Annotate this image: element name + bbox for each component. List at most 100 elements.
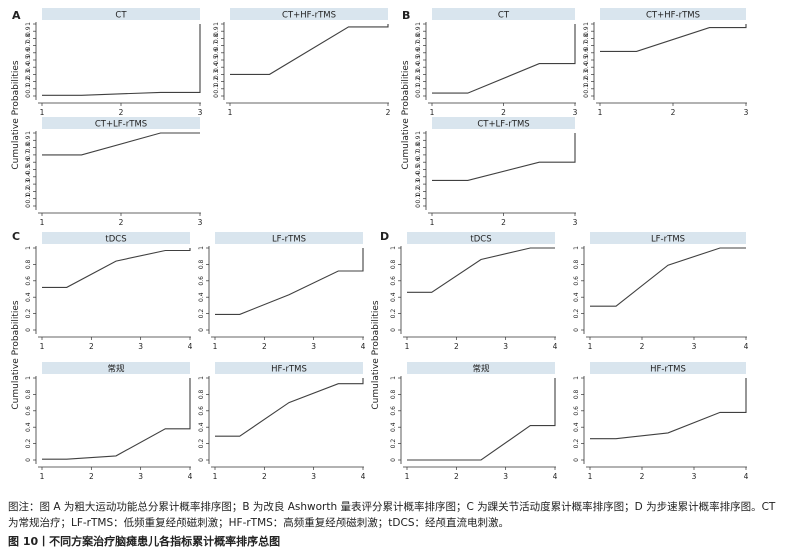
series-line <box>407 378 556 461</box>
x-tick-label: 1 <box>588 472 593 481</box>
y-tick-label: 0.2 <box>583 77 590 87</box>
y-tick-label: 0 <box>198 458 205 462</box>
figure-title: 图 10丨不同方案治疗脑瘫患儿各指标累计概率排序总图 <box>8 535 281 548</box>
chart-title: CT+HF-rTMS <box>646 11 700 21</box>
x-tick-label: 3 <box>503 342 508 351</box>
x-tick-label: 1 <box>430 218 435 227</box>
y-tick-label: 0.2 <box>213 77 220 87</box>
y-tick-label: 0.4 <box>583 62 590 72</box>
x-tick-label: 4 <box>744 472 749 481</box>
y-tick-label: 1 <box>25 131 32 135</box>
x-tick-label: 3 <box>573 218 578 227</box>
chart-title-strip <box>42 232 190 244</box>
y-tick-label: 0.8 <box>390 259 397 269</box>
y-tick-label: 0.8 <box>213 33 220 43</box>
panel-letter: A <box>12 9 21 22</box>
y-tick-label: 0.3 <box>25 69 32 79</box>
chart-d-1: tDCS 0 0.2 0.4 0.6 0.8 1 1 2 3 4 <box>390 232 558 351</box>
chart-title-strip <box>590 362 746 374</box>
y-tick-label: 0.6 <box>390 406 397 416</box>
series-line <box>407 247 555 293</box>
x-tick-label: 2 <box>89 342 94 351</box>
y-tick-label: 0.3 <box>213 69 220 79</box>
y-tick-label: 0.1 <box>415 84 422 94</box>
chart-title-strip <box>42 362 190 374</box>
y-tick-label: 0.4 <box>25 422 32 432</box>
x-tick-label: 1 <box>405 472 410 481</box>
y-tick-label: 0.4 <box>25 172 32 182</box>
y-tick-label: 0.7 <box>583 41 590 51</box>
x-tick-label: 3 <box>692 342 697 351</box>
y-tick-label: 0.3 <box>415 69 422 79</box>
y-tick-label: 0.9 <box>25 26 32 36</box>
y-tick-label: 0 <box>583 94 590 98</box>
series-line <box>42 248 191 288</box>
panel-c: C Cumulative Probabilities tDCS 0 0.2 0.4 0.6 0… <box>11 230 366 481</box>
series-line <box>432 133 576 181</box>
y-tick-label: 0.9 <box>415 135 422 145</box>
y-tick-label: 1 <box>415 131 422 135</box>
x-tick-label: 1 <box>40 472 45 481</box>
chart-d-4: HF-rTMS 0 0.2 0.4 0.6 0.8 1 1 2 3 4 <box>573 362 749 481</box>
x-tick-label: 1 <box>40 342 45 351</box>
series-line <box>590 378 747 440</box>
x-tick-label: 2 <box>671 108 676 117</box>
y-tick-label: 1 <box>198 376 205 380</box>
x-tick-label: 1 <box>405 342 410 351</box>
chart-title: CT+LF-rTMS <box>477 120 529 130</box>
x-tick-label: 3 <box>198 218 203 227</box>
chart-title-strip <box>432 8 575 20</box>
y-tick-label: 0.2 <box>25 186 32 196</box>
chart-title-strip <box>407 362 555 374</box>
chart-title-strip <box>215 232 363 244</box>
y-tick-label: 0.1 <box>25 84 32 94</box>
x-tick-label: 4 <box>553 472 558 481</box>
y-tick-label: 0.8 <box>25 143 32 153</box>
y-tick-label: 0.2 <box>25 77 32 87</box>
y-tick-label: 1 <box>583 22 590 26</box>
y-tick-label: 0.2 <box>573 439 580 449</box>
chart-title: 常规 <box>472 364 490 375</box>
y-tick-label: 0.4 <box>25 62 32 72</box>
chart-title: CT+HF-rTMS <box>282 11 336 21</box>
x-tick-label: 1 <box>40 108 45 117</box>
y-tick-label: 1 <box>390 246 397 250</box>
y-tick-label: 0.5 <box>415 55 422 65</box>
y-tick-label: 0.5 <box>583 55 590 65</box>
y-tick-label: 0.6 <box>415 48 422 58</box>
y-tick-label: 0.4 <box>573 422 580 432</box>
x-tick-label: 2 <box>640 472 645 481</box>
x-tick-label: 2 <box>119 218 124 227</box>
y-tick-label: 0.7 <box>415 41 422 51</box>
chart-d-3: 常规 0 0.2 0.4 0.6 0.8 1 1 2 3 4 <box>390 362 558 481</box>
series-line <box>42 378 191 460</box>
y-tick-label: 0.9 <box>25 135 32 145</box>
chart-c-3: 常规 0 0.2 0.4 0.6 0.8 1 1 2 3 4 <box>25 362 193 481</box>
x-tick-label: 2 <box>640 342 645 351</box>
chart-title: LF-rTMS <box>272 235 306 245</box>
y-tick-label: 0.9 <box>213 26 220 36</box>
y-tick-label: 0 <box>25 328 32 332</box>
chart-title-strip <box>42 8 200 20</box>
y-tick-label: 0.6 <box>573 276 580 286</box>
y-tick-label: 0.6 <box>25 406 32 416</box>
y-tick-label: 0.1 <box>25 194 32 204</box>
chart-title: 常规 <box>107 364 125 375</box>
y-tick-label: 0.6 <box>25 157 32 167</box>
x-tick-label: 1 <box>228 108 233 117</box>
y-tick-label: 0.4 <box>390 422 397 432</box>
series-line <box>42 132 200 156</box>
y-tick-label: 1 <box>25 376 32 380</box>
chart-title: CT+LF-rTMS <box>95 120 147 130</box>
y-tick-label: 1 <box>390 376 397 380</box>
x-tick-label: 2 <box>501 108 506 117</box>
y-tick-label: 0.8 <box>415 143 422 153</box>
y-tick-label: 0.2 <box>198 309 205 319</box>
chart-title: HF-rTMS <box>271 365 307 375</box>
x-tick-label: 4 <box>553 342 558 351</box>
x-tick-label: 4 <box>744 342 749 351</box>
x-tick-label: 1 <box>40 218 45 227</box>
